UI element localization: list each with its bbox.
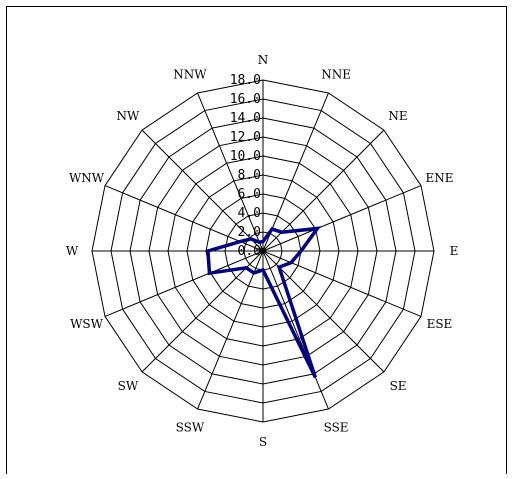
direction-label: SSE xyxy=(324,420,349,434)
grid-spoke xyxy=(141,250,264,373)
grid-spoke xyxy=(104,185,264,252)
direction-label: SW xyxy=(118,379,139,393)
direction-label: W xyxy=(66,244,79,258)
tick-label: 0.0 xyxy=(238,244,261,259)
direction-label: SE xyxy=(390,379,407,393)
tick-label: 2.0 xyxy=(238,225,261,240)
grid-spoke xyxy=(104,250,264,317)
tick-label: 12.0 xyxy=(230,130,261,145)
grid-spoke xyxy=(262,185,422,252)
tick-label: 8.0 xyxy=(238,168,261,183)
tick-label: 10.0 xyxy=(230,149,261,164)
grid-spoke xyxy=(262,92,329,252)
direction-label: WSW xyxy=(70,317,104,331)
direction-label: SSW xyxy=(176,420,205,434)
grid-spoke xyxy=(262,250,329,410)
direction-label: WNW xyxy=(69,171,105,185)
tick-label: 4.0 xyxy=(238,206,261,221)
direction-label: NNW xyxy=(173,68,207,82)
direction-label: ENE xyxy=(425,171,453,185)
grid-spoke xyxy=(197,250,264,410)
direction-label: N xyxy=(258,53,269,67)
tick-label: 6.0 xyxy=(238,187,261,202)
tick-label: 18.0 xyxy=(230,73,261,88)
direction-label: ESE xyxy=(427,317,453,331)
tick-label: 16.0 xyxy=(230,92,261,107)
grid-spoke xyxy=(262,250,385,373)
tick-label: 14.0 xyxy=(230,111,261,126)
direction-label: S xyxy=(259,435,267,449)
series-line xyxy=(206,226,322,379)
grid-spoke xyxy=(262,250,422,317)
direction-label: NNE xyxy=(321,68,351,82)
grid-spoke xyxy=(141,129,264,252)
direction-label: NE xyxy=(388,109,407,123)
direction-label: E xyxy=(450,244,459,258)
grid-spoke xyxy=(197,92,264,252)
direction-label: NW xyxy=(117,109,141,123)
